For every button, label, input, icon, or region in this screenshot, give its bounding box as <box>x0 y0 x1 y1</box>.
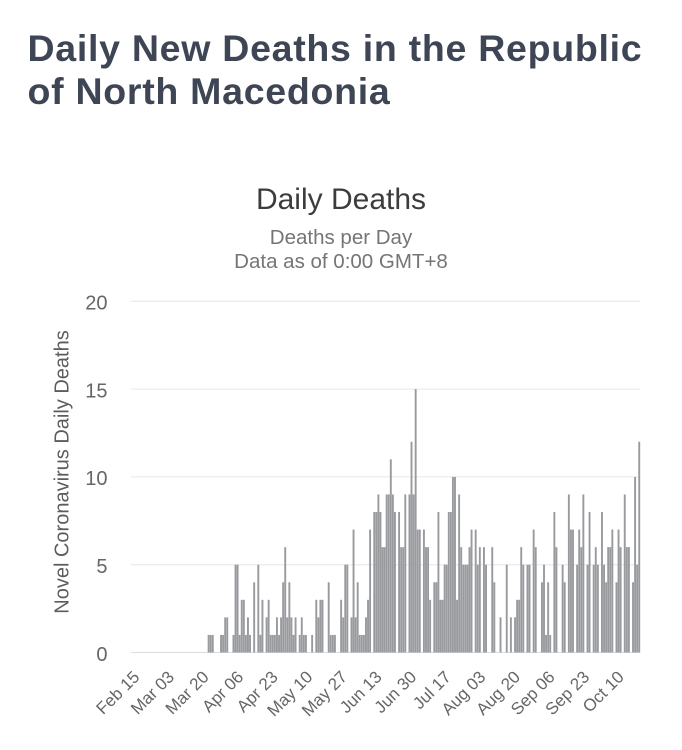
svg-text:Novel Coronavirus Daily Deaths: Novel Coronavirus Daily Deaths <box>52 330 74 613</box>
svg-text:0: 0 <box>96 644 107 666</box>
svg-text:15: 15 <box>85 380 107 402</box>
svg-text:5: 5 <box>96 556 107 578</box>
svg-text:20: 20 <box>85 293 107 315</box>
svg-text:10: 10 <box>85 468 107 490</box>
